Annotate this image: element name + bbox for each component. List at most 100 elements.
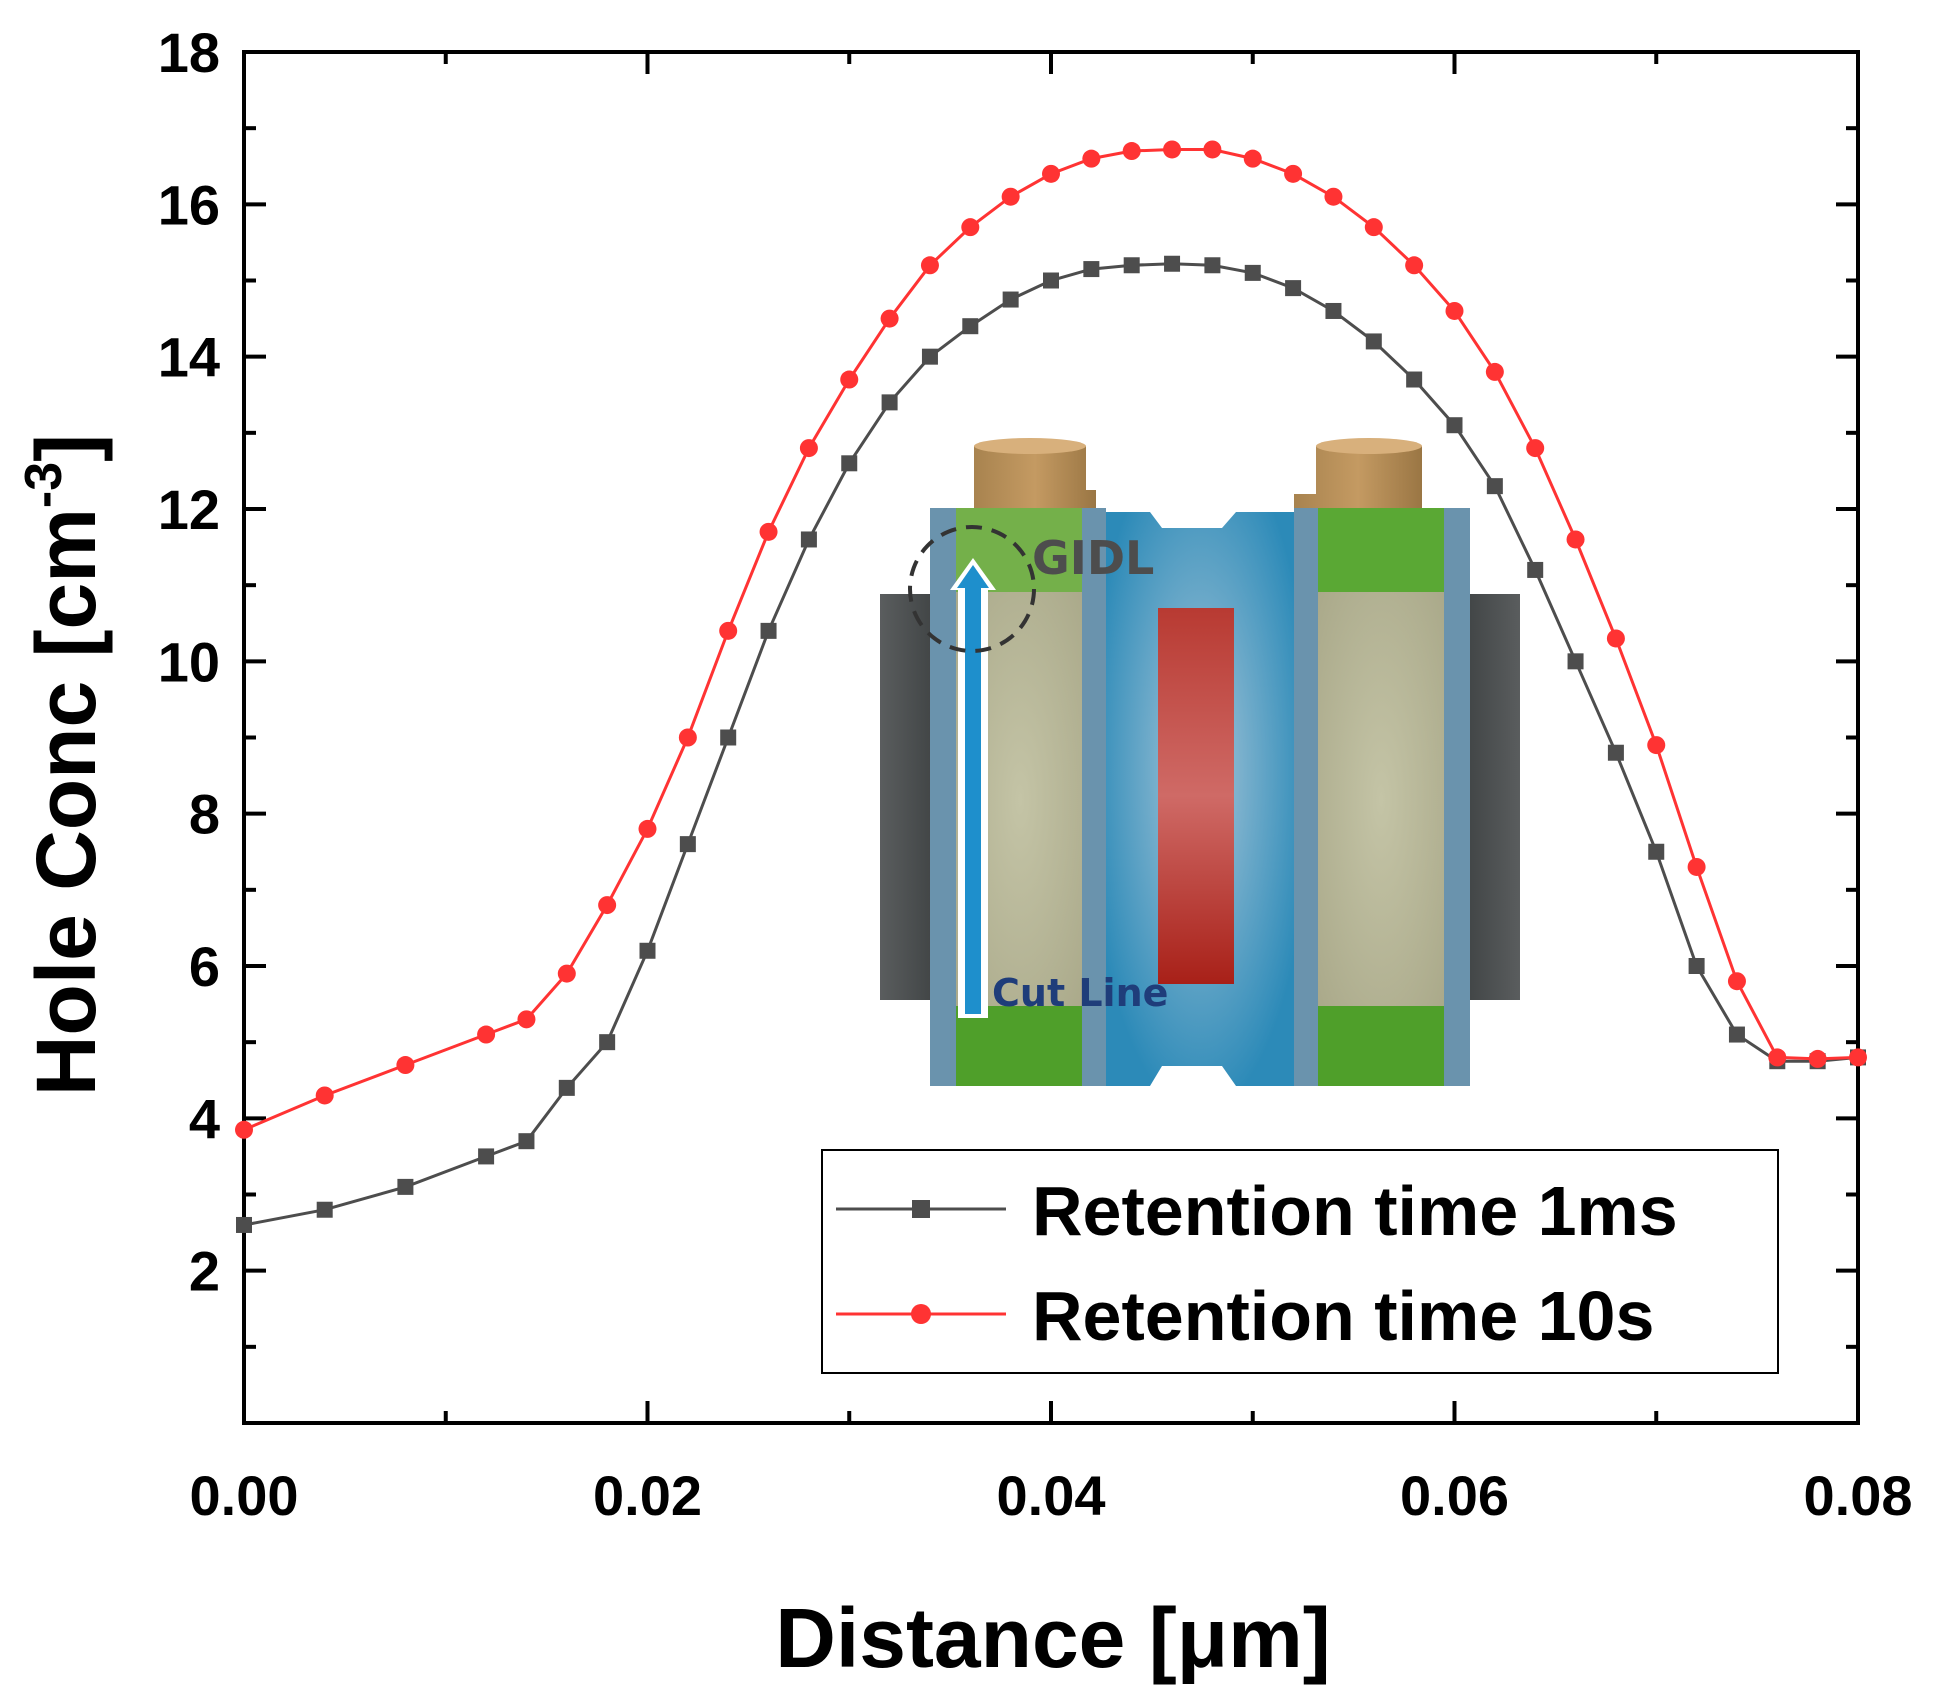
y-tick-label: 16 [158,173,220,236]
gidl-circle [908,525,1036,653]
data-point [1163,140,1182,159]
data-point [236,1216,252,1233]
data-point [961,218,980,237]
gidl-label: GIDL [1032,531,1154,585]
data-point [881,394,898,411]
data-point [1647,736,1666,755]
data-point [1445,301,1464,320]
data-point [1244,264,1261,281]
data-point [1043,272,1059,289]
series-line [243,262,1859,1227]
data-point [1324,187,1343,206]
data-point [1526,439,1545,458]
data-point [396,1056,415,1075]
data-point [1285,280,1302,297]
data-point [557,964,576,983]
data-point [1688,958,1705,974]
data-point [678,728,697,747]
contact-top-right [1318,508,1444,592]
y-axis-title: Hole Conc [cm-3] [15,434,113,1096]
data-point [1648,843,1665,860]
data-point [962,318,979,335]
data-point [1727,972,1746,991]
data-point [1687,857,1706,876]
data-point [841,455,858,472]
data-point [638,819,657,838]
data-point [1122,142,1141,161]
data-point [920,256,939,275]
data-point [1527,561,1544,578]
data-point [720,729,737,746]
data-point [599,1034,616,1051]
x-tick-label: 0.00 [190,1464,299,1527]
data-point [1485,362,1504,381]
data-point [719,621,738,640]
data-point [1768,1048,1787,1067]
data-point [1728,1026,1745,1043]
data-point [235,1120,253,1139]
data-point [1486,478,1503,495]
data-point [1567,653,1584,670]
data-point [477,1025,496,1044]
series-1ms [236,255,1866,1233]
liner-left [930,508,960,1086]
cut-line-arrow-head [957,565,989,588]
data-point [1849,1048,1867,1067]
data-point [1365,333,1382,350]
data-point [1284,164,1303,183]
data-point [1042,164,1060,183]
data-point [1204,257,1221,274]
series-10s [235,140,1867,1139]
legend-label-1ms: Retention time 1ms [1032,1172,1678,1250]
data-point [1607,744,1624,761]
data-point [315,1086,334,1105]
x-tick-label: 0.06 [1400,1464,1509,1527]
x-tick-label: 0.04 [997,1464,1106,1527]
data-point [1406,371,1423,388]
data-point [1203,140,1222,159]
x-axis-title: Distance [μm] [775,1591,1331,1685]
data-point [800,531,817,548]
data-point [840,370,859,389]
liner-right [1440,508,1470,1086]
contact-bottom-right [1318,1006,1444,1086]
data-point [799,439,818,458]
copper-cap-right [1294,446,1422,508]
data-point [760,622,777,639]
series-line [243,148,1859,1132]
data-point [518,1133,535,1150]
data-point [1446,417,1463,434]
data-point [880,309,899,328]
copper-cap-left [974,446,1096,508]
axis-ticks [242,50,1860,1423]
legend-marker-1ms [912,1200,930,1218]
legend-marker-10s [911,1304,931,1324]
inner-liner-left [1082,508,1106,1086]
data-point [1082,149,1101,168]
y-tick-label: 18 [158,21,220,84]
data-point [316,1201,333,1218]
legend: Retention time 1ms Retention time 10s [821,1149,1779,1374]
y-tick-label: 14 [158,326,220,389]
y-axis-title-superscript: -3 [15,462,73,508]
data-point [1405,256,1424,275]
red-core [1158,608,1234,984]
series-layer [235,140,1867,1233]
data-point [1083,261,1100,278]
y-tick-label: 8 [189,783,220,846]
data-point [759,522,778,541]
x-tick-label: 0.02 [593,1464,702,1527]
data-point [921,348,938,365]
copper-cap-right-top [1316,438,1422,454]
data-point [478,1148,495,1165]
data-point [679,836,696,853]
data-point [639,942,656,959]
data-point [1123,257,1140,274]
y-axis-title-main: Hole Conc [cm [19,508,113,1096]
data-point [1364,218,1383,237]
device-schematic-inset: GIDL Cut Line [880,438,1520,1086]
data-point [1808,1049,1827,1068]
y-tick-label: 6 [189,935,220,998]
legend-label-10s: Retention time 10s [1032,1277,1654,1355]
